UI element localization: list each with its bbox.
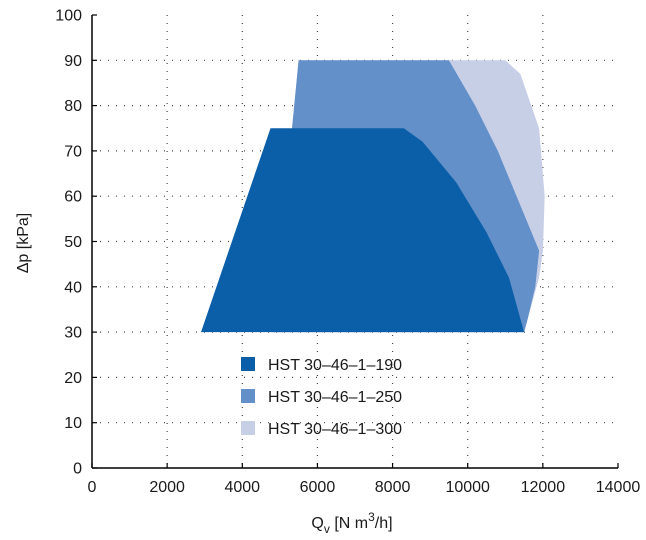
x-axis-title-unit: [N m xyxy=(334,515,368,532)
y-tick-label: 20 xyxy=(64,370,82,387)
x-tick-label: 2000 xyxy=(149,479,185,496)
x-axis-title-tail: /h] xyxy=(375,515,393,532)
y-tick-label: 70 xyxy=(64,143,82,160)
x-axis-title-subscript: v xyxy=(324,522,330,536)
y-axis-title: Δp [kPa] xyxy=(15,213,32,274)
x-tick-label: 0 xyxy=(88,479,97,496)
y-tick-label: 30 xyxy=(64,325,82,342)
y-tick-label: 0 xyxy=(73,461,82,478)
x-axis-title-main: Q xyxy=(311,515,323,532)
x-axis-title-superscript: 3 xyxy=(368,510,375,524)
x-axis-title: Qv [N m3/h] xyxy=(311,510,392,536)
x-tick-labels: 0 2000 4000 6000 8000 10000 12000 14000 xyxy=(88,479,641,496)
legend: HST 30–46–1–190 HST 30–46–1–250 HST 30–46–… xyxy=(241,357,402,438)
legend-swatch xyxy=(241,357,255,371)
axes xyxy=(91,14,619,469)
y-tick-label: 60 xyxy=(64,189,82,206)
x-tick-label: 4000 xyxy=(224,479,260,496)
legend-label: HST 30–46–1–190 xyxy=(268,357,402,374)
y-tick-label: 40 xyxy=(64,279,82,296)
area-series xyxy=(201,60,545,333)
x-tick-label: 6000 xyxy=(300,479,336,496)
y-tick-label: 100 xyxy=(55,8,82,25)
area-hst-30-46-1-190 xyxy=(201,128,525,333)
y-tick-labels: 0 10 20 30 40 50 60 70 80 90 100 xyxy=(55,8,82,478)
legend-label: HST 30–46–1–250 xyxy=(268,389,402,406)
y-tick-label: 80 xyxy=(64,98,82,115)
legend-swatch xyxy=(241,421,255,435)
x-tick-label: 8000 xyxy=(375,479,411,496)
x-tick-label: 14000 xyxy=(596,479,641,496)
legend-swatch xyxy=(241,389,255,403)
x-tick-label: 10000 xyxy=(445,479,490,496)
y-tick-label: 50 xyxy=(64,234,82,251)
x-tick-label: 12000 xyxy=(521,479,566,496)
legend-label: HST 30–46–1–300 xyxy=(268,421,402,438)
y-tick-label: 10 xyxy=(64,415,82,432)
y-tick-label: 90 xyxy=(64,53,82,70)
